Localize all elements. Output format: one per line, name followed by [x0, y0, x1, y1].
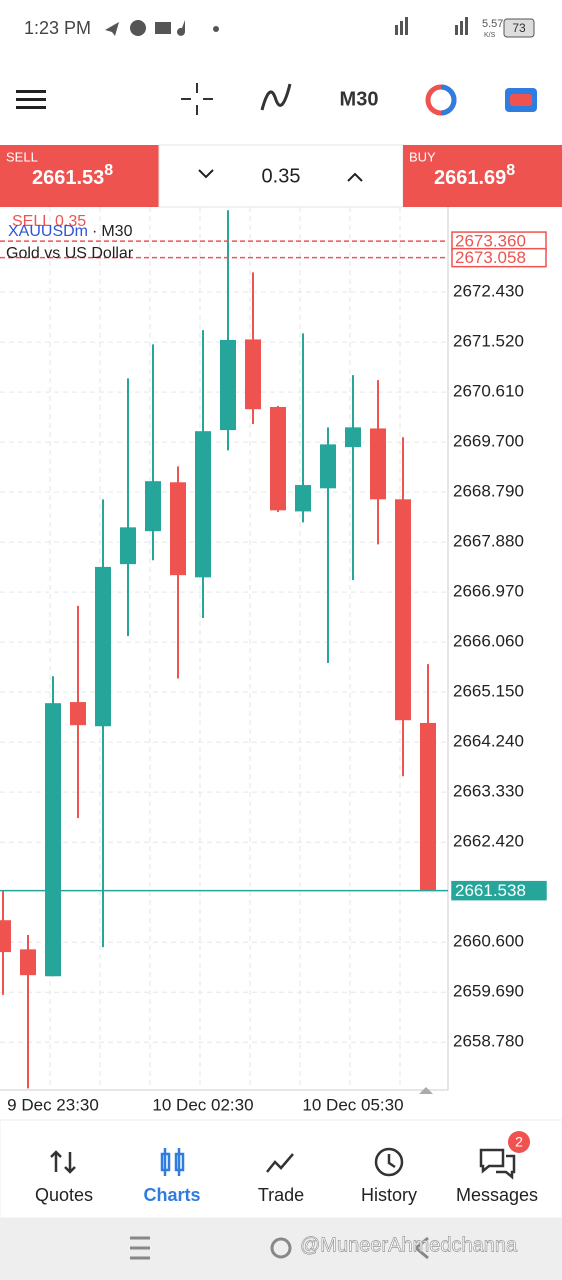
y-tick-label: 2671.520 — [453, 332, 524, 351]
candle-body — [320, 444, 336, 489]
candle-body — [20, 949, 36, 976]
nav-item[interactable]: History — [361, 1185, 417, 1205]
symbol-line: XAUUSDm · M30 — [8, 223, 133, 240]
x-tick-label: 9 Dec 23:30 — [7, 1095, 99, 1114]
candle-body — [220, 339, 236, 431]
y-tick-label: 2665.150 — [453, 682, 524, 701]
candle-body — [195, 431, 211, 578]
status-icons — [105, 17, 468, 36]
nav-labels: Quotes Charts Trade History Messages — [35, 1185, 538, 1205]
candle-body — [170, 482, 186, 576]
one-click-button[interactable] — [425, 84, 457, 116]
y-tick-label: 2669.700 — [453, 432, 524, 451]
sell-label: SELL — [6, 149, 38, 164]
buy-button[interactable] — [403, 145, 562, 207]
separator: · — [92, 223, 97, 240]
y-tick-label: 2660.600 — [453, 932, 524, 951]
crosshair-button[interactable] — [181, 83, 213, 115]
y-tick-label: 2659.690 — [453, 982, 524, 1001]
y-tick-label: 2666.060 — [453, 632, 524, 651]
volume-up[interactable] — [347, 172, 363, 182]
buy-label: BUY — [409, 149, 436, 164]
candle-body — [395, 499, 411, 721]
trade-button[interactable] — [505, 88, 537, 112]
chart: 2672.430 2671.520 2670.610 2669.700 2668.790… — [0, 207, 547, 1114]
time: 1:23 PM — [24, 18, 91, 38]
menu-button[interactable] — [16, 90, 46, 109]
y-tick-label: 2667.880 — [453, 532, 524, 551]
candle-body — [420, 722, 436, 891]
order-label: SELL 0.35 — [12, 213, 86, 230]
price-tag-label: 2673.058 — [455, 248, 526, 267]
nav-item[interactable]: Trade — [258, 1185, 304, 1205]
nav-item[interactable]: Quotes — [35, 1185, 93, 1205]
status-bar — [0, 0, 562, 55]
sell-pip: 8 — [104, 162, 113, 179]
nav-item[interactable]: Messages — [456, 1185, 538, 1205]
watermark: @MuneerAhmedchanna — [300, 1234, 518, 1256]
candle-body — [295, 485, 311, 512]
system-bar — [0, 1218, 562, 1280]
candle-body — [145, 481, 161, 532]
price-tag-label: 2661.538 — [455, 881, 526, 900]
y-tick-label: 2664.240 — [453, 732, 524, 751]
candle-body — [120, 527, 136, 565]
symbol: XAUUSDm — [8, 223, 88, 240]
y-tick-label: 2670.610 — [453, 382, 524, 401]
net-speed: 5.57 — [482, 18, 503, 30]
messages-badge — [508, 1131, 530, 1153]
battery — [503, 18, 535, 38]
candle-body — [70, 702, 86, 726]
candle-body — [345, 427, 361, 448]
battery-level: 73 — [512, 21, 526, 35]
price-tag — [451, 247, 547, 268]
candle-body — [370, 428, 386, 500]
candle-body — [0, 920, 11, 953]
y-tick-label: 2668.790 — [453, 482, 524, 501]
buy-price: 2661.698 — [434, 162, 515, 189]
chart-timeframe: M30 — [101, 223, 132, 240]
x-tick-label: 10 Dec 05:30 — [302, 1095, 403, 1114]
y-tick-label: 2662.420 — [453, 832, 524, 851]
net-speed-unit: K/S — [484, 32, 496, 39]
candle-body — [95, 566, 111, 727]
buy-pip: 8 — [506, 162, 515, 179]
y-tick-label: 2658.780 — [453, 1032, 524, 1051]
indicator-button[interactable] — [260, 83, 292, 111]
y-tick-label: 2672.430 — [453, 282, 524, 301]
sell-price-main: 2661.53 — [32, 167, 104, 189]
sell-button[interactable] — [0, 145, 159, 207]
volume-down[interactable] — [198, 169, 214, 179]
scroll-indicator — [419, 1087, 433, 1094]
y-tick-label: 2666.970 — [453, 582, 524, 601]
badge-count: 2 — [515, 1134, 523, 1150]
candle-body — [245, 339, 261, 410]
buy-price-main: 2661.69 — [434, 167, 506, 189]
x-tick-label: 10 Dec 02:30 — [152, 1095, 253, 1114]
nav-icons — [50, 1147, 516, 1180]
sell-price: 2661.538 — [32, 162, 113, 189]
price-tag-label: 2673.360 — [455, 232, 526, 251]
candle-body — [45, 703, 61, 977]
symbol-description: Gold vs US Dollar — [6, 245, 134, 262]
volume[interactable]: 0.35 — [262, 165, 301, 187]
timeframe-button[interactable]: M30 — [340, 88, 379, 110]
nav-item[interactable]: Charts — [143, 1185, 200, 1205]
price-tag — [451, 880, 547, 901]
y-tick-label: 2663.330 — [453, 782, 524, 801]
system-buttons — [130, 1236, 429, 1260]
candle-body — [270, 407, 286, 511]
